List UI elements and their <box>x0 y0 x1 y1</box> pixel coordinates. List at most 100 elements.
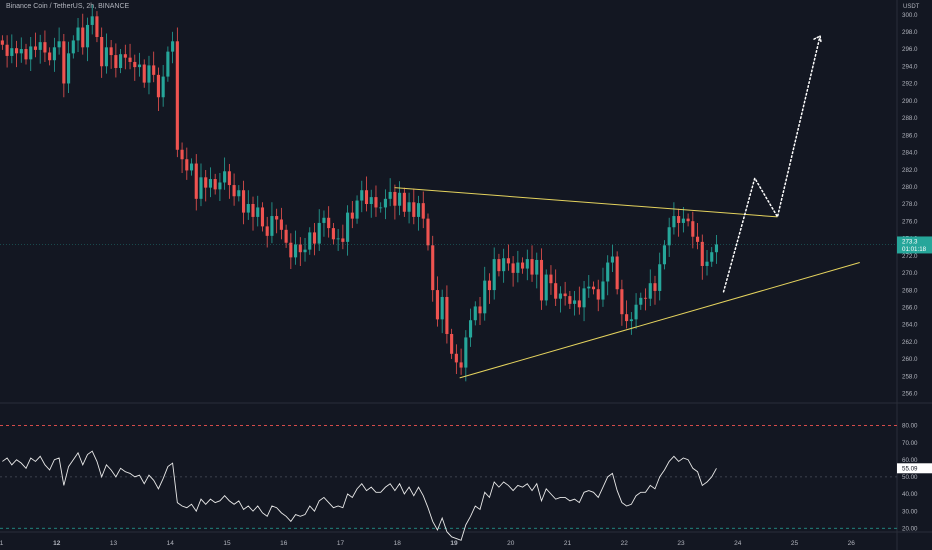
candle-body <box>625 314 629 322</box>
candle-body <box>700 241 704 266</box>
candle-body <box>166 51 170 77</box>
candle <box>166 46 170 82</box>
candle <box>511 256 515 287</box>
candle <box>686 213 690 227</box>
candle-body <box>346 212 350 242</box>
candle-body <box>539 259 544 301</box>
candle-body <box>667 227 671 246</box>
candle <box>383 189 387 220</box>
candle <box>691 211 695 249</box>
candle-body <box>435 290 440 320</box>
candle <box>435 276 440 327</box>
candle-body <box>43 42 47 53</box>
candle-body <box>492 259 496 291</box>
candle-body <box>52 47 56 61</box>
candle <box>648 269 652 307</box>
candle-body <box>639 297 643 305</box>
candle-body <box>199 177 203 199</box>
candle <box>5 35 9 68</box>
candle-body <box>67 53 71 84</box>
candle-body <box>147 65 151 83</box>
candle <box>473 301 477 326</box>
candle-body <box>180 149 184 160</box>
price-tick-label: 276.0 <box>902 218 918 225</box>
candle-body <box>468 320 473 338</box>
candle <box>90 4 94 35</box>
time-tick-label: 23 <box>677 540 685 547</box>
candle-body <box>407 202 411 212</box>
candle <box>450 328 454 359</box>
candle <box>67 41 71 93</box>
candle <box>431 235 435 302</box>
candle <box>246 190 250 220</box>
candle-body <box>336 238 340 240</box>
symbol-title[interactable]: Binance Coin / TetherUS, 2h, BINANCE <box>6 3 130 10</box>
price-tick-label: 296.0 <box>902 46 918 53</box>
candle-body <box>525 259 529 269</box>
rsi-tag <box>897 463 932 474</box>
price-tick-label: 298.0 <box>902 29 918 36</box>
candle-body <box>208 179 213 188</box>
candle-body <box>289 242 293 258</box>
candle <box>388 178 392 207</box>
candle <box>279 207 283 240</box>
candle-body <box>554 283 558 299</box>
candle-body <box>464 337 468 368</box>
currency-unit: USDT <box>903 4 920 10</box>
candle <box>525 249 529 281</box>
candle-body <box>298 244 302 253</box>
trendline-upper <box>394 187 778 218</box>
candle <box>530 245 534 282</box>
candle-body <box>294 244 298 258</box>
candle <box>710 247 714 267</box>
candle-body <box>24 49 28 60</box>
candle-body <box>416 203 421 217</box>
candle <box>672 202 676 235</box>
candle-body <box>223 171 227 183</box>
candle-body <box>558 293 562 299</box>
candle-body <box>421 203 425 219</box>
candle <box>440 289 444 334</box>
rsi-tick-label: 70.00 <box>902 440 918 447</box>
candle-body <box>364 190 369 204</box>
candle-body <box>90 16 94 25</box>
candle-body <box>270 216 274 236</box>
candle-body <box>402 192 406 212</box>
candle-body <box>5 44 9 56</box>
candle <box>227 163 231 199</box>
candle <box>260 202 265 232</box>
candle-body <box>175 41 179 150</box>
candle-body <box>511 263 515 273</box>
price-tick-label: 290.0 <box>902 98 918 105</box>
candle-body <box>85 24 90 48</box>
rsi-tick-label: 80.00 <box>902 423 918 430</box>
time-tick-label: 24 <box>734 540 742 547</box>
price-tick-label: 282.0 <box>902 167 918 174</box>
rsi-tick-label: 30.00 <box>902 508 918 515</box>
candle-body <box>128 57 132 62</box>
candle-body <box>194 163 198 199</box>
price-tick-label: 294.0 <box>902 63 918 70</box>
candle-body <box>350 212 354 219</box>
candle-body <box>549 274 553 284</box>
candle <box>369 189 373 218</box>
candle-body <box>19 49 23 54</box>
price-tick-label: 264.0 <box>902 322 918 329</box>
candle-body <box>33 46 38 50</box>
rsi-line <box>2 450 717 541</box>
candle-body <box>577 300 581 308</box>
candle-body <box>62 41 66 84</box>
time-tick-label: 11 <box>0 540 4 547</box>
candle <box>123 44 127 70</box>
candle <box>591 281 596 295</box>
candle-body <box>95 16 99 37</box>
candle <box>100 27 104 78</box>
candle-body <box>487 280 492 291</box>
candle <box>43 30 47 62</box>
price-tick-label: 270.0 <box>902 270 918 277</box>
candle <box>312 222 317 256</box>
candle <box>71 35 75 59</box>
candle <box>393 184 397 220</box>
